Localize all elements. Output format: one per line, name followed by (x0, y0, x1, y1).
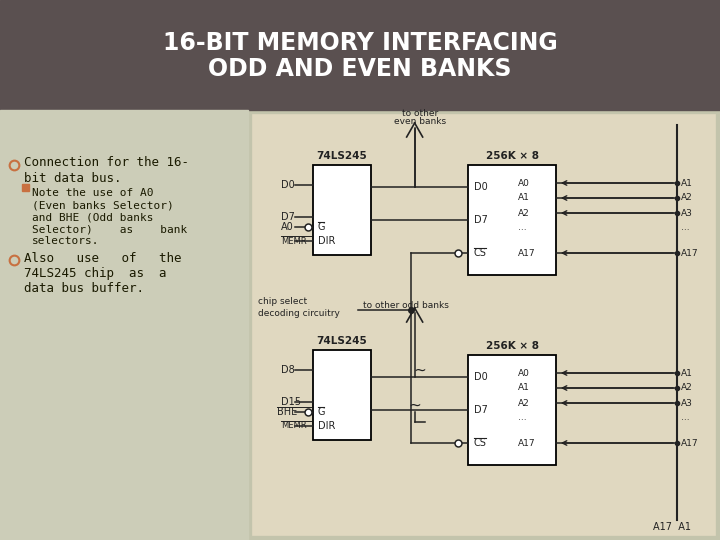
Text: CS: CS (474, 248, 487, 258)
Text: A2: A2 (518, 208, 530, 218)
Bar (253, 115, 715, 535)
Text: A17: A17 (681, 248, 698, 258)
Bar (0, 0, 720, 110)
Text: A0: A0 (281, 222, 294, 232)
Text: 74LS245: 74LS245 (317, 336, 367, 346)
Text: A3: A3 (681, 208, 693, 218)
Text: 16-BIT MEMORY INTERFACING: 16-BIT MEMORY INTERFACING (163, 31, 557, 55)
Text: BHE: BHE (277, 407, 297, 417)
Text: decoding circuitry: decoding circuitry (258, 308, 340, 318)
Text: to other: to other (402, 109, 438, 118)
Bar (0, 110, 248, 540)
Text: G: G (318, 222, 325, 232)
Text: even banks: even banks (394, 118, 446, 126)
Text: ...: ... (681, 224, 690, 233)
Text: A0: A0 (518, 368, 530, 377)
Text: selectors.: selectors. (32, 236, 99, 246)
Text: ...: ... (518, 414, 526, 422)
Text: G: G (318, 407, 325, 417)
Text: MEMR: MEMR (281, 237, 307, 246)
Text: A2: A2 (681, 383, 693, 393)
Text: A1: A1 (518, 193, 530, 202)
Text: 74LS245 chip  as  a: 74LS245 chip as a (24, 267, 166, 280)
Bar (313, 350, 371, 440)
Text: D0: D0 (281, 180, 294, 190)
Bar (468, 165, 556, 275)
Text: A1: A1 (681, 179, 693, 187)
Text: A0: A0 (518, 179, 530, 187)
Text: A2: A2 (518, 399, 530, 408)
Text: to other odd banks: to other odd banks (363, 300, 449, 309)
Text: D15: D15 (281, 397, 301, 407)
Text: D7: D7 (474, 215, 488, 225)
Text: A17: A17 (681, 438, 698, 448)
Text: D8: D8 (281, 365, 294, 375)
Text: A1: A1 (681, 368, 693, 377)
Bar (468, 355, 556, 465)
Polygon shape (22, 184, 29, 191)
Text: MEMR: MEMR (281, 422, 307, 430)
Text: A2: A2 (681, 193, 693, 202)
Text: A3: A3 (681, 399, 693, 408)
Text: ...: ... (681, 414, 690, 422)
Text: data bus buffer.: data bus buffer. (24, 281, 144, 294)
Bar (313, 165, 371, 255)
Text: A1: A1 (518, 383, 530, 393)
Text: D7: D7 (474, 405, 488, 415)
Text: 74LS245: 74LS245 (317, 151, 367, 161)
Text: Note the use of A0: Note the use of A0 (32, 188, 153, 198)
Text: D0: D0 (474, 372, 487, 382)
Text: D7: D7 (281, 212, 295, 222)
Text: DIR: DIR (318, 236, 336, 246)
Text: A17: A17 (518, 438, 536, 448)
Text: CS: CS (474, 438, 487, 448)
Text: ODD AND EVEN BANKS: ODD AND EVEN BANKS (208, 57, 512, 81)
Text: ~: ~ (413, 362, 426, 377)
Text: (Even banks Selector): (Even banks Selector) (32, 200, 174, 210)
Text: A17  A1: A17 A1 (653, 522, 691, 532)
Text: Also   use   of   the: Also use of the (24, 252, 181, 265)
Text: A17: A17 (518, 248, 536, 258)
Text: 256K × 8: 256K × 8 (485, 151, 539, 161)
Text: Connection for the 16-: Connection for the 16- (24, 157, 189, 170)
Text: chip select: chip select (258, 298, 307, 307)
Text: bit data bus.: bit data bus. (24, 172, 122, 185)
Text: ~: ~ (408, 397, 421, 413)
Text: and BHE (Odd banks: and BHE (Odd banks (32, 212, 153, 222)
Text: ...: ... (518, 224, 526, 233)
Text: DIR: DIR (318, 421, 336, 431)
Text: 256K × 8: 256K × 8 (485, 341, 539, 351)
Text: Selector)    as    bank: Selector) as bank (32, 224, 187, 234)
Text: D0: D0 (474, 182, 487, 192)
